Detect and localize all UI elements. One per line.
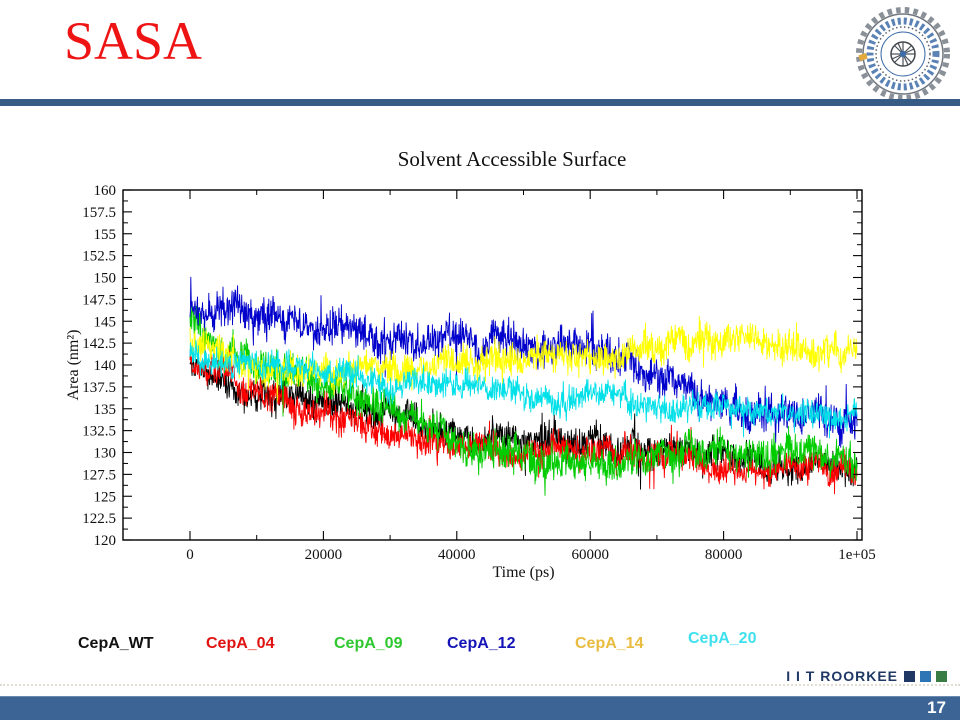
y-tick-label: 120: [94, 533, 117, 549]
y-tick-label: 135: [94, 402, 117, 418]
y-tick-label: 127.5: [82, 467, 116, 483]
y-tick-label: 142.5: [82, 336, 116, 352]
y-tick-label: 125: [94, 489, 117, 505]
chart-title: Solvent Accessible Surface: [398, 147, 627, 171]
y-tick-label: 155: [94, 227, 117, 243]
y-axis-label: Area (nm²): [65, 330, 82, 401]
series-line-CepA_12: [189, 276, 858, 448]
y-tick-label: 145: [94, 314, 117, 330]
x-tick-label: 1e+05: [838, 547, 876, 563]
slide-title: SASA: [64, 11, 203, 71]
y-tick-label: 130: [94, 446, 117, 462]
x-tick-label: 40000: [438, 547, 476, 563]
title-divider: [0, 99, 960, 106]
footer-brand: I I T ROORKEE: [786, 668, 898, 684]
footer-square-blue-icon: [920, 671, 931, 682]
series-line-CepA_20: [189, 339, 858, 439]
series-line-CepA_04: [189, 347, 858, 495]
footer-divider: [0, 684, 960, 686]
series-line-CepA_14: [189, 316, 858, 402]
footer-square-green-icon: [936, 671, 947, 682]
page-number: 17: [927, 698, 946, 717]
y-tick-label: 122.5: [82, 511, 116, 527]
y-tick-label: 150: [94, 271, 117, 287]
y-tick-label: 132.5: [82, 424, 116, 440]
iit-roorkee-logo-icon: [856, 7, 950, 101]
footer-logo-squares: [904, 671, 947, 682]
footer-square-navy-icon: [904, 671, 915, 682]
y-tick-label: 152.5: [82, 249, 116, 265]
x-tick-label: 20000: [305, 547, 343, 563]
bottom-bar: 17: [0, 696, 960, 720]
y-tick-label: 157.5: [82, 205, 116, 221]
y-tick-label: 147.5: [82, 292, 116, 308]
x-tick-label: 60000: [571, 547, 609, 563]
x-tick-label: 0: [186, 547, 194, 563]
y-tick-label: 137.5: [82, 380, 116, 396]
x-tick-label: 80000: [705, 547, 743, 563]
y-tick-label: 160: [94, 183, 117, 199]
x-axis-label: Time (ps): [492, 564, 554, 581]
y-tick-label: 140: [94, 358, 117, 374]
